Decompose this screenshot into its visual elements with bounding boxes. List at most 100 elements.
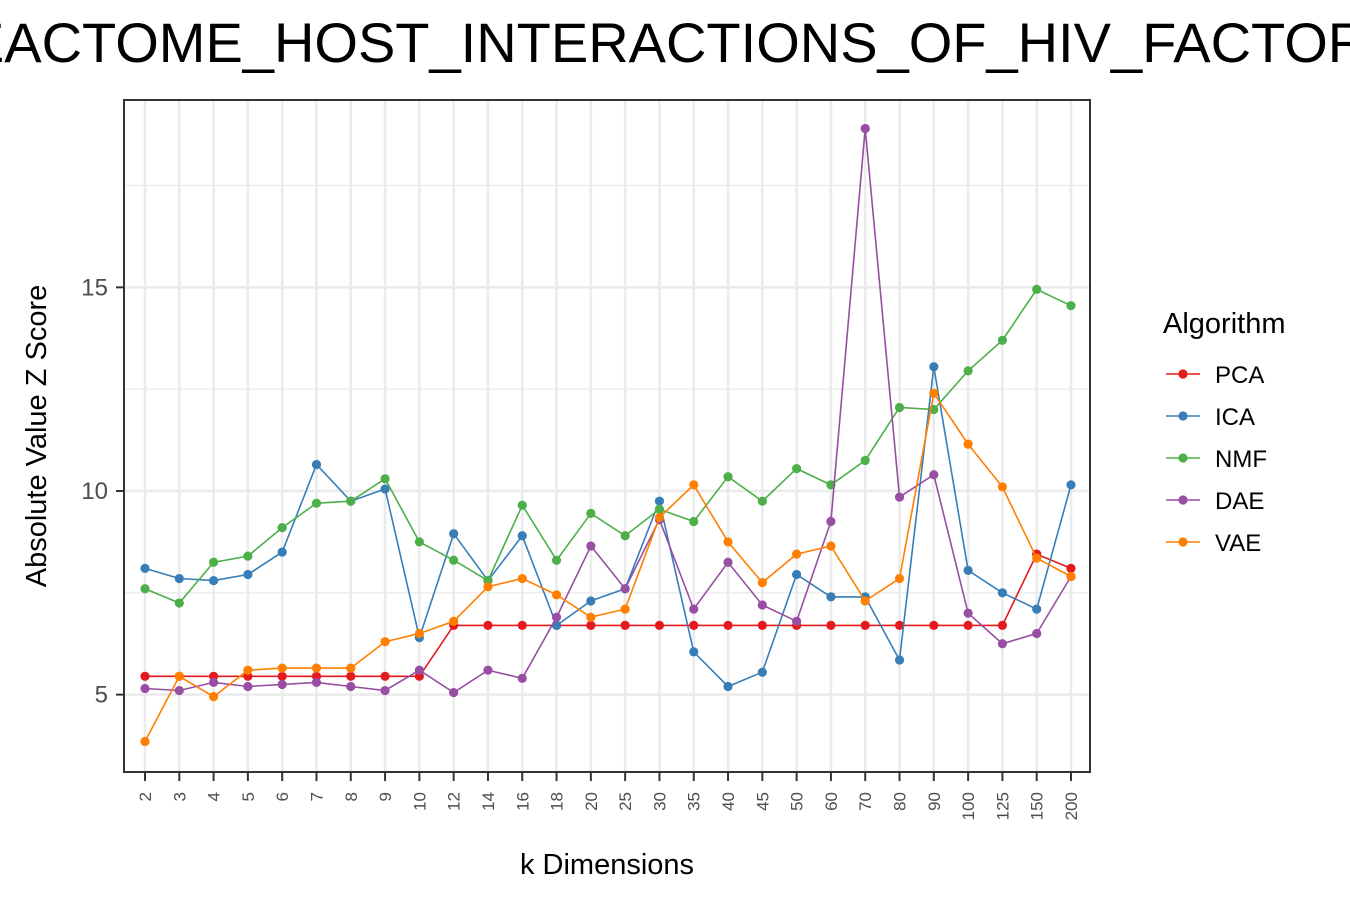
data-point-vae <box>517 573 527 584</box>
data-point-ica <box>1066 480 1076 490</box>
data-point-dae <box>140 683 150 694</box>
data-point-nmf <box>586 508 596 518</box>
data-point-vae <box>243 665 253 675</box>
data-point-nmf <box>346 496 356 506</box>
data-point-vae <box>689 480 699 490</box>
data-point-pca <box>723 620 733 630</box>
data-point-dae <box>586 541 596 551</box>
data-point-vae <box>414 628 424 639</box>
legend-item-nmf: NMF <box>1166 446 1267 473</box>
data-point-dae <box>620 584 630 594</box>
x-tick-label: 6 <box>273 792 292 801</box>
data-point-vae <box>174 671 184 681</box>
legend-key-point <box>1178 453 1188 463</box>
data-point-nmf <box>243 551 253 561</box>
data-point-vae <box>860 596 870 606</box>
data-point-dae <box>826 516 836 527</box>
data-point-pca <box>963 620 973 630</box>
x-tick-label: 35 <box>685 792 704 811</box>
data-point-pca <box>894 620 905 630</box>
x-axis-title: k Dimensions <box>520 849 694 881</box>
data-point-ica <box>1032 604 1042 614</box>
legend-items: PCA ICA NMF DAE VAE <box>1166 362 1267 557</box>
y-tick-label: 10 <box>81 478 108 505</box>
x-tick-label: 5 <box>239 792 258 801</box>
data-point-dae <box>517 673 527 683</box>
data-point-nmf <box>449 555 459 565</box>
data-point-pca <box>620 620 630 630</box>
legend-key-point <box>1178 495 1188 505</box>
y-tick-label: 5 <box>95 682 108 709</box>
x-tick-label: 80 <box>891 792 910 811</box>
data-point-dae <box>311 677 322 688</box>
data-point-nmf <box>689 516 699 527</box>
data-point-pca <box>277 671 287 681</box>
x-tick-label: 30 <box>650 792 669 811</box>
data-point-dae <box>346 681 356 692</box>
data-point-nmf <box>174 598 184 608</box>
x-tick-label: 70 <box>856 792 875 811</box>
data-point-pca <box>483 620 493 630</box>
data-point-vae <box>551 590 562 600</box>
series-ica <box>140 362 1076 692</box>
data-point-vae <box>1032 553 1042 563</box>
x-tick-label: 18 <box>548 792 567 811</box>
data-point-dae <box>757 600 767 610</box>
legend-key-point <box>1178 537 1188 547</box>
data-point-vae <box>654 512 665 523</box>
series-dae <box>140 123 1076 698</box>
data-point-vae <box>963 439 973 449</box>
x-tick-label: 7 <box>307 792 326 801</box>
x-tick-label: 4 <box>205 792 224 801</box>
data-point-vae <box>483 582 493 592</box>
data-point-pca <box>929 620 939 630</box>
data-point-vae <box>1066 571 1076 582</box>
data-point-vae <box>826 541 836 551</box>
data-point-dae <box>551 612 562 622</box>
data-point-vae <box>757 578 767 588</box>
plot-panel-border <box>123 99 1091 773</box>
data-point-vae <box>792 549 802 559</box>
data-point-pca <box>997 620 1008 630</box>
data-point-nmf <box>517 500 527 510</box>
legend-label: ICA <box>1215 404 1255 431</box>
data-point-ica <box>894 655 905 665</box>
data-point-dae <box>414 665 424 675</box>
data-point-ica <box>586 596 596 606</box>
data-point-dae <box>860 123 870 134</box>
data-point-ica <box>208 575 219 586</box>
data-point-dae <box>689 604 699 614</box>
x-tick-label: 40 <box>719 792 738 811</box>
x-tick-label: 8 <box>342 792 361 801</box>
data-point-dae <box>174 685 184 696</box>
data-point-nmf <box>620 531 630 541</box>
legend-title: Algorithm <box>1163 308 1286 340</box>
data-point-nmf <box>963 366 973 376</box>
data-point-vae <box>894 573 905 584</box>
data-point-vae <box>311 663 322 673</box>
series-layer <box>140 123 1076 747</box>
series-line-ica <box>144 366 1072 688</box>
data-point-nmf <box>860 455 870 466</box>
data-point-dae <box>208 677 219 688</box>
data-point-vae <box>449 616 459 626</box>
data-point-ica <box>826 592 836 602</box>
x-tick-label: 10 <box>410 792 429 811</box>
data-point-nmf <box>723 472 733 482</box>
data-point-nmf <box>894 402 905 413</box>
data-point-dae <box>929 470 939 480</box>
x-tick-label: 45 <box>753 792 772 811</box>
data-point-nmf <box>757 496 767 506</box>
data-point-ica <box>997 588 1008 598</box>
chart-title: REACTOME_HOST_INTERACTIONS_OF_HIV_FACTOR… <box>0 11 1350 74</box>
data-point-pca <box>757 620 767 630</box>
x-tick-label: 9 <box>376 792 395 801</box>
data-point-dae <box>1032 628 1042 639</box>
data-point-nmf <box>311 498 322 508</box>
y-tick-label: 15 <box>81 274 108 301</box>
legend-label: NMF <box>1215 446 1267 473</box>
legend-label: PCA <box>1215 362 1264 389</box>
data-point-nmf <box>414 537 424 547</box>
